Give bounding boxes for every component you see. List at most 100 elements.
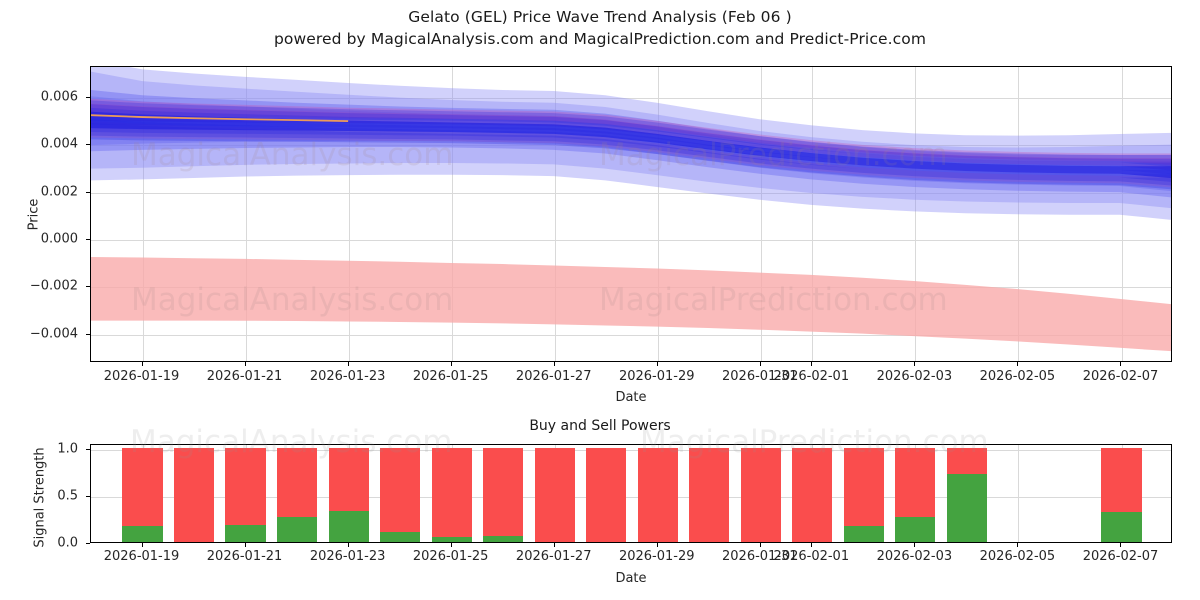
- band-core-1: [91, 119, 1171, 186]
- gridline-vertical: [348, 67, 350, 361]
- signal-bar[interactable]: [276, 447, 318, 542]
- signal-x-tick-mark: [759, 543, 761, 547]
- price-y-tick-label: −0.004: [29, 326, 78, 342]
- sell-power-segment: [637, 447, 678, 542]
- price-x-tick-mark: [811, 362, 813, 366]
- buy-power-segment: [380, 531, 421, 542]
- gridline-horizontal: [91, 192, 1171, 194]
- buy-power-segment: [328, 510, 369, 542]
- signal-bar[interactable]: [431, 447, 472, 542]
- signal-x-tick-label: 2026-02-05: [979, 549, 1056, 564]
- signal-x-tick-label: 2026-01-31: [722, 549, 798, 564]
- sell-power-segment: [792, 447, 833, 542]
- signal-x-tick-mark: [1120, 543, 1122, 547]
- buy-power-segment: [483, 536, 524, 542]
- band-negative: [91, 257, 1171, 352]
- price-x-tick-label: 2026-01-19: [103, 369, 180, 384]
- sell-power-segment: [689, 447, 730, 542]
- band-magenta-1: [91, 98, 1171, 166]
- signal-x-tick-label: 2026-02-01: [773, 549, 850, 564]
- gridline-vertical: [1121, 67, 1123, 361]
- signal-x-tick-label: 2026-01-25: [412, 549, 489, 564]
- price-x-tick-label: 2026-01-29: [618, 369, 695, 384]
- price-x-tick-mark: [244, 362, 246, 366]
- band-core-solid: [91, 111, 1171, 179]
- price-y-tick-label: 0.002: [40, 184, 78, 199]
- price-y-tick-mark: [86, 96, 90, 98]
- price-x-tick-label: 2026-01-25: [412, 369, 489, 384]
- buy-sell-y-axis-label: Signal Strength: [32, 447, 48, 548]
- band-magenta-2: [91, 103, 1171, 170]
- buy-power-segment: [843, 525, 884, 542]
- signal-x-tick-label: 2026-01-23: [309, 549, 386, 564]
- price-x-tick-label: 2026-01-31: [722, 369, 798, 384]
- signal-bar[interactable]: [637, 447, 678, 542]
- buy-power-segment: [431, 537, 472, 542]
- signal-bar[interactable]: [586, 447, 627, 542]
- signal-bar[interactable]: [843, 447, 884, 542]
- signal-x-tick-label: 2026-01-19: [103, 549, 180, 564]
- signal-y-tick-label: 0.0: [57, 535, 78, 551]
- band-core-0: [91, 123, 1171, 190]
- band-outer-2: [91, 71, 1171, 220]
- price-x-tick-label: 2026-01-23: [309, 369, 386, 384]
- trend-line: [91, 114, 349, 123]
- sell-power-segment: [483, 447, 524, 542]
- price-y-tick-label: −0.002: [29, 278, 78, 294]
- signal-bar[interactable]: [328, 447, 369, 542]
- price-x-axis-label: Date: [615, 390, 647, 405]
- sell-power-segment: [431, 447, 472, 542]
- sell-power-segment: [740, 447, 781, 542]
- gridline-vertical: [812, 67, 814, 361]
- price-x-tick-mark: [141, 362, 143, 366]
- buy-sell-x-axis-label: Date: [615, 571, 647, 586]
- price-y-tick-label: 0.006: [40, 89, 78, 105]
- gridline-vertical: [1018, 67, 1020, 361]
- gridline-vertical: [760, 67, 762, 361]
- gridline-vertical: [451, 67, 453, 361]
- price-y-tick-mark: [86, 144, 90, 146]
- signal-bar[interactable]: [380, 447, 421, 542]
- price-y-tick-mark: [86, 333, 90, 335]
- price-y-tick-label: 0.004: [40, 136, 78, 152]
- price-x-tick-mark: [553, 362, 555, 366]
- bars-chart-title: Buy and Sell Powers: [529, 418, 671, 434]
- gridline-horizontal: [91, 496, 1171, 498]
- sell-power-segment: [173, 447, 215, 542]
- signal-bar[interactable]: [1101, 447, 1142, 542]
- gridline-horizontal: [91, 334, 1171, 336]
- gridline-horizontal: [91, 239, 1171, 241]
- signal-bar[interactable]: [483, 447, 524, 542]
- sell-power-segment: [380, 447, 421, 542]
- sell-power-segment: [534, 447, 575, 542]
- price-x-tick-mark: [450, 362, 452, 366]
- gridline-vertical: [142, 67, 144, 361]
- signal-x-tick-label: 2026-02-03: [876, 549, 953, 564]
- price-x-tick-mark: [656, 362, 658, 366]
- signal-x-tick-mark: [914, 543, 916, 547]
- gridline-horizontal: [91, 449, 1171, 451]
- signal-x-tick-label: 2026-01-21: [206, 549, 283, 564]
- gridline-horizontal: [91, 97, 1171, 99]
- buy-power-segment: [276, 516, 318, 542]
- price-y-tick-label: 0.000: [40, 231, 78, 247]
- buy-power-segment: [946, 474, 987, 542]
- gridline-horizontal: [91, 145, 1171, 147]
- signal-bar[interactable]: [946, 447, 987, 542]
- price-x-tick-label: 2026-02-07: [1082, 369, 1159, 384]
- signal-x-tick-mark: [347, 543, 349, 547]
- signal-x-tick-mark: [656, 543, 658, 547]
- sell-power-segment: [586, 447, 627, 542]
- signal-bar[interactable]: [895, 447, 936, 542]
- signal-bar[interactable]: [792, 447, 833, 542]
- price-y-tick-mark: [86, 286, 90, 288]
- signal-bar[interactable]: [225, 447, 266, 542]
- signal-bar[interactable]: [173, 447, 215, 542]
- signal-bar[interactable]: [534, 447, 575, 542]
- signal-bar[interactable]: [740, 447, 781, 542]
- signal-bar[interactable]: [689, 447, 730, 542]
- gridline-vertical: [657, 67, 659, 361]
- signal-x-tick-label: 2026-02-07: [1082, 549, 1159, 564]
- signal-bar[interactable]: [122, 447, 163, 542]
- buy-sell-axes: [90, 444, 1172, 543]
